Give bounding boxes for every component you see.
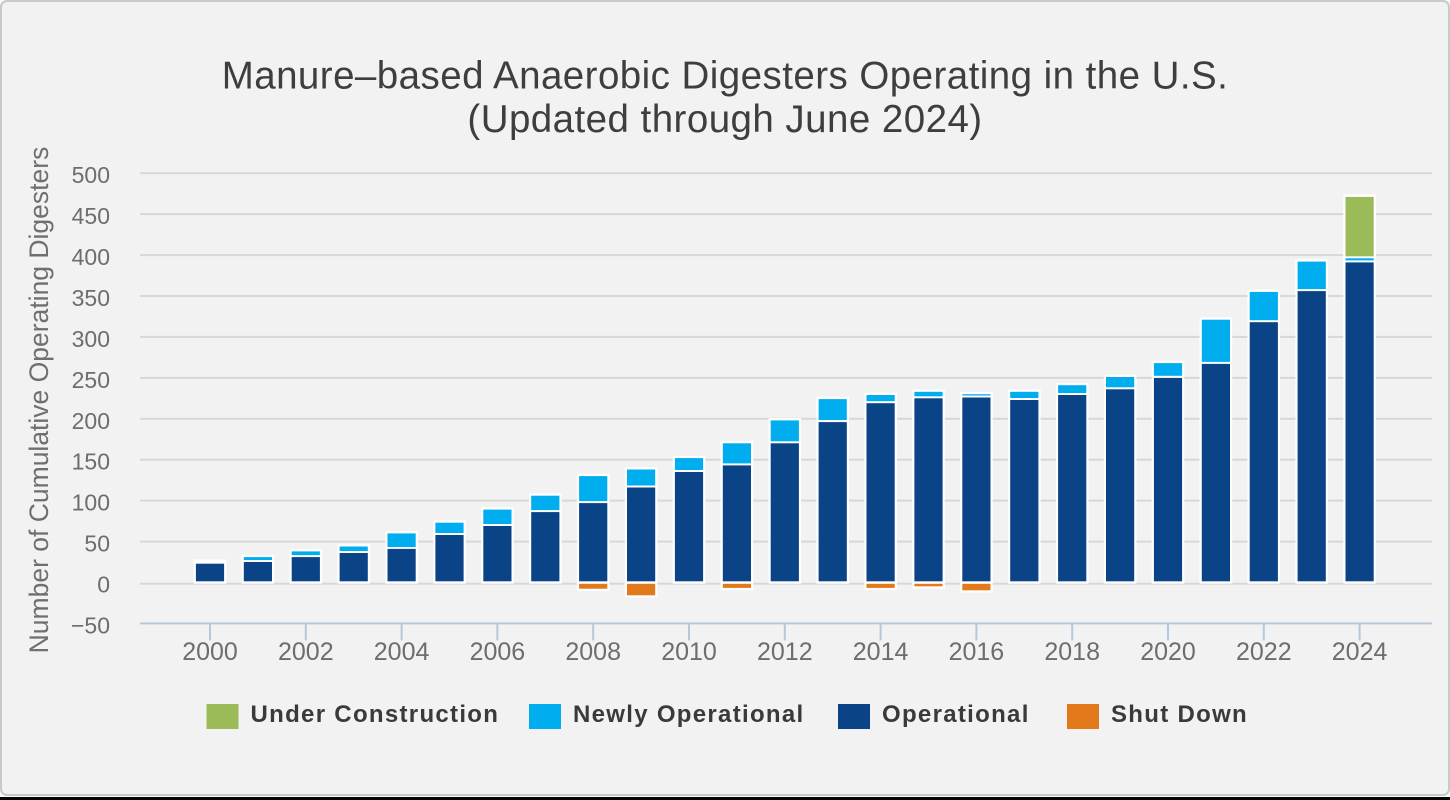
svg-text:2000: 2000 — [182, 638, 238, 666]
svg-text:2018: 2018 — [1044, 638, 1100, 666]
svg-text:0: 0 — [97, 572, 110, 598]
svg-text:(Updated through June 2024): (Updated through June 2024) — [467, 98, 982, 141]
svg-text:Manure–based Anaerobic Digeste: Manure–based Anaerobic Digesters Operati… — [222, 55, 1229, 98]
svg-text:2012: 2012 — [757, 638, 813, 666]
svg-text:150: 150 — [72, 449, 110, 475]
svg-text:2006: 2006 — [470, 638, 526, 666]
svg-text:2020: 2020 — [1140, 638, 1196, 666]
svg-text:2022: 2022 — [1236, 638, 1292, 666]
svg-text:2010: 2010 — [661, 638, 717, 666]
svg-text:500: 500 — [72, 162, 110, 188]
svg-text:−50: −50 — [71, 612, 110, 638]
svg-text:2002: 2002 — [278, 638, 334, 666]
svg-text:300: 300 — [72, 326, 110, 352]
svg-text:200: 200 — [72, 408, 110, 434]
svg-text:Newly Operational: Newly Operational — [573, 701, 805, 728]
svg-text:450: 450 — [72, 203, 110, 229]
svg-text:2014: 2014 — [853, 638, 909, 666]
svg-text:Under Construction: Under Construction — [251, 701, 500, 728]
svg-text:Operational: Operational — [882, 701, 1030, 728]
svg-text:250: 250 — [72, 367, 110, 393]
svg-text:50: 50 — [84, 531, 110, 557]
svg-text:2004: 2004 — [374, 638, 430, 666]
svg-text:2008: 2008 — [565, 638, 621, 666]
svg-text:Shut Down: Shut Down — [1111, 701, 1248, 728]
svg-text:2016: 2016 — [949, 638, 1005, 666]
svg-text:400: 400 — [72, 244, 110, 270]
svg-text:Number of Cumulative Operating: Number of Cumulative Operating Digesters — [24, 147, 54, 654]
svg-text:350: 350 — [72, 285, 110, 311]
svg-text:100: 100 — [72, 490, 110, 516]
svg-text:2024: 2024 — [1332, 638, 1388, 666]
